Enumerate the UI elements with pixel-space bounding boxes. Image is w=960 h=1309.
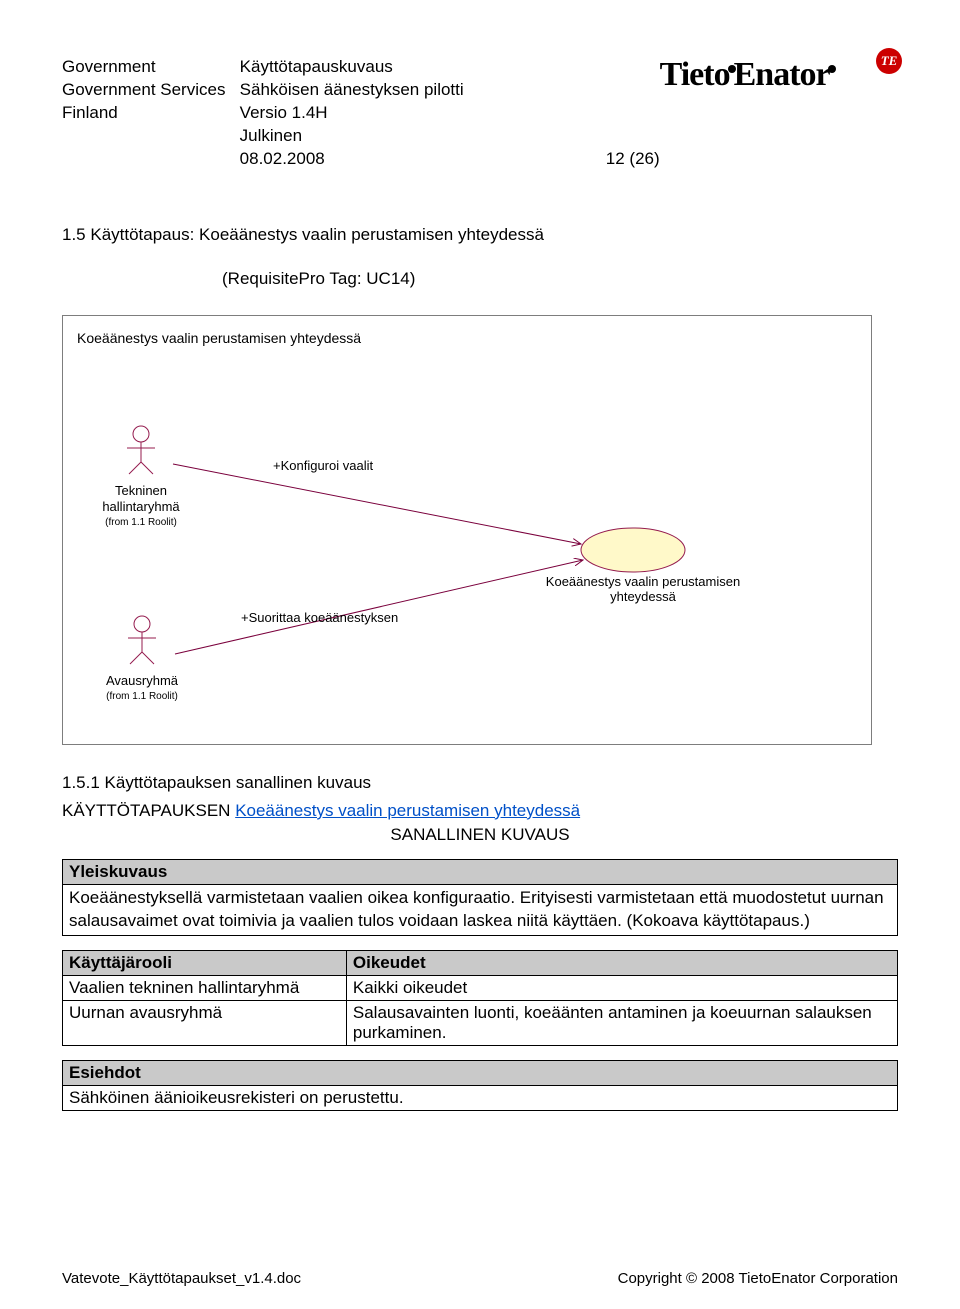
roles-col1-header: Käyttäjärooli — [63, 950, 347, 975]
actor-from: (from 1.1 Roolit) — [81, 517, 201, 528]
actor-icon — [122, 614, 162, 666]
diagram-title: Koeäänestys vaalin perustamisen yhteydes… — [77, 330, 361, 346]
actor-tekninen: Tekninenhallintaryhmä (from 1.1 Roolit) — [81, 424, 201, 529]
requisitepro-tag: (RequisitePro Tag: UC14) — [222, 269, 898, 289]
uc-prefix: KÄYTTÖTAPAUKSEN — [62, 801, 235, 820]
uc-subtitle: SANALLINEN KUVAUS — [62, 825, 898, 845]
actor-label: Avausryhmä — [87, 673, 197, 689]
doc-title: Sähköisen äänestyksen pilotti — [240, 79, 660, 102]
doc-classification: Julkinen — [240, 125, 660, 148]
role-cell: Vaalien tekninen hallintaryhmä — [63, 975, 347, 1000]
edge-label-2: +Suorittaa koeäänestyksen — [241, 610, 398, 625]
usecase-node — [579, 526, 687, 574]
preconditions-header: Esiehdot — [63, 1060, 898, 1085]
logo-badge: TE — [876, 48, 902, 74]
edge-label-1: +Konfiguroi vaalit — [273, 458, 373, 473]
doc-date: 08.02.2008 — [240, 148, 325, 171]
roles-table: Käyttäjärooli Oikeudet Vaalien tekninen … — [62, 950, 898, 1046]
actor-avausryhma: Avausryhmä (from 1.1 Roolit) — [87, 614, 197, 702]
org-line-2: Government Services Finland — [62, 79, 260, 125]
use-case-diagram: Koeäänestys vaalin perustamisen yhteydes… — [62, 315, 872, 745]
doc-type: Käyttötapauskuvaus — [240, 56, 660, 79]
subsection-heading: 1.5.1 Käyttötapauksen sanallinen kuvaus — [62, 773, 898, 793]
doc-version: Versio 1.4H — [240, 102, 660, 125]
section-title: 1.5 Käyttötapaus: Koeäänestys vaalin per… — [62, 225, 898, 245]
footer-filename: Vatevote_Käyttötapaukset_v1.4.doc — [62, 1270, 301, 1287]
page-number: 12 (26) — [606, 148, 660, 171]
footer-copyright: Copyright © 2008 TietoEnator Corporation — [618, 1270, 898, 1287]
actor-label: Tekninenhallintaryhmä — [81, 483, 201, 516]
role-cell: Uurnan avausryhmä — [63, 1000, 347, 1045]
table-row: Uurnan avausryhmä Salausavainten luonti,… — [63, 1000, 898, 1045]
uc-title-line: KÄYTTÖTAPAUKSEN Koeäänestys vaalin perus… — [62, 801, 898, 821]
rights-cell: Salausavainten luonti, koeäänten antamin… — [346, 1000, 897, 1045]
header-org: Government Government Services Finland — [62, 56, 260, 125]
preconditions-table: Esiehdot Sähköinen äänioikeusrekisteri o… — [62, 1060, 898, 1111]
roles-col2-header: Oikeudet — [346, 950, 897, 975]
header-doc-meta: Käyttötapauskuvaus Sähköisen äänestyksen… — [240, 56, 660, 171]
overview-body: Koeäänestyksellä varmistetaan vaalien oi… — [63, 884, 898, 935]
actor-icon — [121, 424, 161, 476]
table-row: Vaalien tekninen hallintaryhmä Kaikki oi… — [63, 975, 898, 1000]
page-footer: Vatevote_Käyttötapaukset_v1.4.doc Copyri… — [62, 1270, 898, 1287]
logo: TietoEnator TE — [660, 56, 898, 94]
uc-link[interactable]: Koeäänestys vaalin perustamisen yhteydes… — [235, 801, 580, 820]
org-line-1: Government — [62, 56, 260, 79]
page-header: Government Government Services Finland K… — [62, 56, 898, 171]
overview-header: Yleiskuvaus — [63, 859, 898, 884]
preconditions-body: Sähköinen äänioikeusrekisteri on peruste… — [63, 1085, 898, 1110]
actor-from: (from 1.1 Roolit) — [87, 691, 197, 702]
usecase-label: Koeäänestys vaalin perustamisenyhteydess… — [533, 574, 753, 605]
overview-table: Yleiskuvaus Koeäänestyksellä varmistetaa… — [62, 859, 898, 936]
rights-cell: Kaikki oikeudet — [346, 975, 897, 1000]
